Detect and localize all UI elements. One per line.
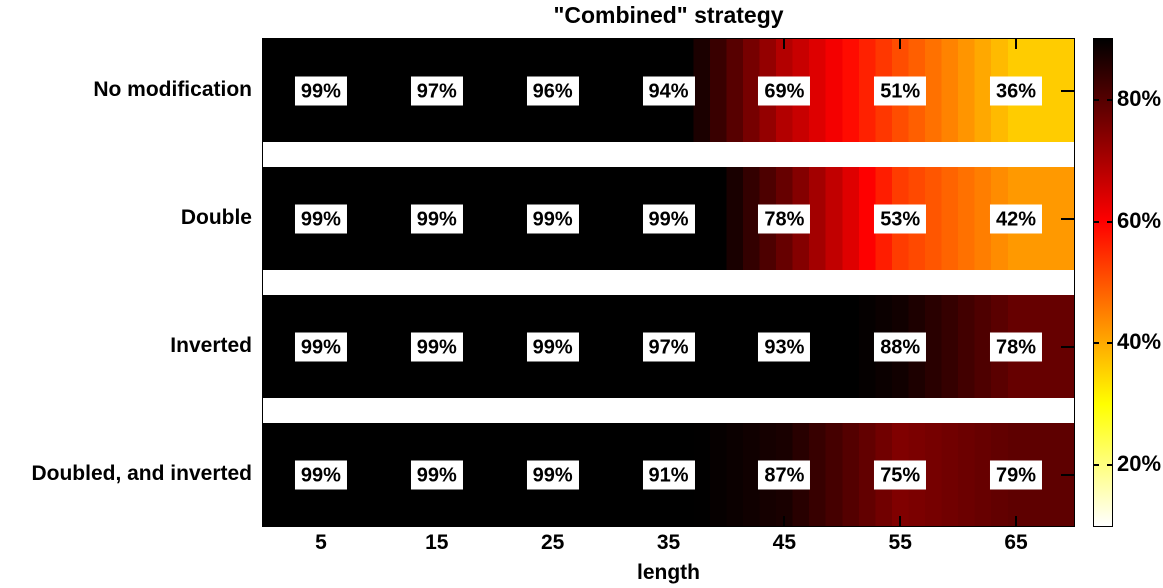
- x-axis-tick: [319, 516, 322, 526]
- colorbar-tick: [1107, 98, 1112, 101]
- colorbar-tick-label: 60%: [1117, 207, 1162, 233]
- cell-value-label: 99%: [410, 332, 463, 361]
- cell-value-label: 99%: [526, 332, 579, 361]
- x-axis-tick: [435, 39, 438, 49]
- x-axis-tick: [667, 516, 670, 526]
- cell-value-label: 93%: [758, 332, 811, 361]
- cell-value-label: 99%: [294, 460, 347, 489]
- row-label: Double: [180, 205, 252, 229]
- y-axis-tick: [1061, 345, 1074, 348]
- chart-title: "Combined" strategy: [553, 2, 784, 28]
- x-tick-label: 35: [656, 531, 681, 554]
- cell-value-label: 53%: [874, 204, 927, 233]
- cell-value-label: 94%: [642, 76, 695, 105]
- x-tick-label: 25: [540, 531, 565, 554]
- colorbar-tick-label: 40%: [1117, 329, 1162, 355]
- colorbar-tick: [1107, 464, 1112, 467]
- x-axis-tick: [783, 39, 786, 49]
- x-axis-tick: [435, 516, 438, 526]
- cell-value-label: 42%: [990, 204, 1043, 233]
- cell-value-label: 69%: [758, 76, 811, 105]
- colorbar-tick: [1094, 342, 1099, 345]
- cell-value-label: 51%: [874, 76, 927, 105]
- x-axis-tick: [551, 39, 554, 49]
- row-label: Doubled, and inverted: [31, 461, 252, 485]
- colorbar-tick: [1094, 98, 1099, 101]
- y-axis-tick: [1061, 217, 1074, 220]
- colorbar: [1093, 38, 1113, 527]
- colorbar-tick: [1094, 464, 1099, 467]
- x-axis-tick: [551, 516, 554, 526]
- row-label: No modification: [93, 77, 252, 101]
- row-label: Inverted: [170, 333, 252, 357]
- cell-value-label: 75%: [874, 460, 927, 489]
- x-tick-label: 5: [315, 531, 327, 554]
- cell-value-label: 96%: [526, 76, 579, 105]
- x-axis-tick: [1015, 39, 1018, 49]
- cell-value-label: 97%: [410, 76, 463, 105]
- x-axis-label: length: [637, 561, 700, 584]
- cell-value-label: 99%: [642, 204, 695, 233]
- cell-value-label: 99%: [294, 76, 347, 105]
- cell-value-label: 99%: [526, 204, 579, 233]
- colorbar-tick-label: 20%: [1117, 451, 1162, 477]
- plot-area: 99% 97% 96% 94% 69% 51% 36% 99% 99% 99% 99% 78% 53% 4…: [262, 38, 1075, 527]
- y-axis-tick: [1061, 473, 1074, 476]
- colorbar-tick: [1094, 220, 1099, 223]
- x-tick-label: 65: [1004, 531, 1028, 554]
- cell-value-label: 88%: [874, 332, 927, 361]
- cell-value-label: 99%: [410, 204, 463, 233]
- cell-value-label: 36%: [990, 76, 1043, 105]
- colorbar-tick: [1107, 220, 1112, 223]
- cell-value-label: 78%: [758, 204, 811, 233]
- x-tick-label: 55: [888, 531, 912, 554]
- cell-value-label: 91%: [642, 460, 695, 489]
- cell-value-label: 97%: [642, 332, 695, 361]
- cell-value-label: 99%: [410, 460, 463, 489]
- x-axis-tick: [899, 39, 902, 49]
- x-axis-tick: [783, 516, 786, 526]
- cell-value-label: 79%: [990, 460, 1043, 489]
- colorbar-tick: [1107, 342, 1112, 345]
- cell-value-label: 99%: [294, 204, 347, 233]
- x-tick-label: 15: [425, 531, 449, 554]
- x-axis-tick: [1015, 516, 1018, 526]
- cell-value-label: 87%: [758, 460, 811, 489]
- x-axis-tick: [899, 516, 902, 526]
- cell-value-label: 99%: [526, 460, 579, 489]
- cell-value-label: 99%: [294, 332, 347, 361]
- y-axis-tick: [1061, 89, 1074, 92]
- x-axis-tick: [667, 39, 670, 49]
- cell-value-label: 78%: [990, 332, 1043, 361]
- x-axis-tick: [319, 39, 322, 49]
- colorbar-tick-label: 80%: [1117, 85, 1162, 111]
- x-tick-label: 45: [772, 531, 797, 554]
